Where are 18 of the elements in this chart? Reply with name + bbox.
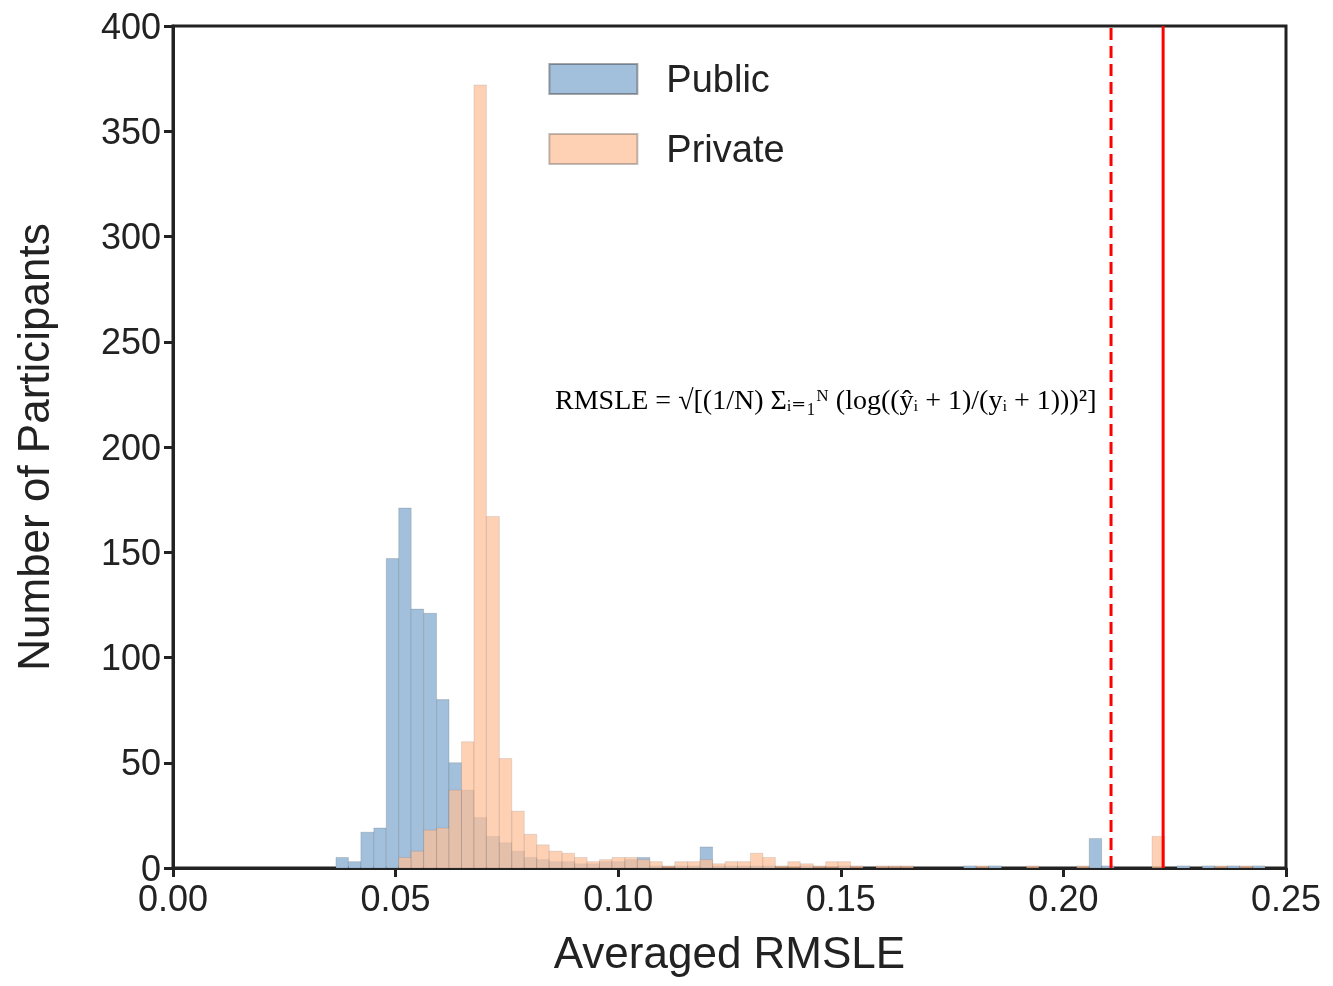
legend-label: Public	[666, 58, 770, 100]
legend-label: Private	[666, 128, 785, 170]
y-tick-label: 400	[100, 5, 161, 47]
y-axis-title: Number of Participants	[8, 223, 58, 671]
x-tick-label: 0.10	[583, 877, 654, 919]
y-tick-label: 300	[100, 216, 161, 257]
y-tick-label: 150	[100, 531, 161, 573]
x-tick-label: 0.20	[1028, 877, 1099, 919]
x-tick-label: 0.05	[360, 877, 431, 919]
y-tick-label: 50	[120, 742, 161, 784]
x-tick-label: 0.15	[805, 877, 876, 919]
y-tick-label: 350	[100, 110, 161, 152]
y-tick-label: 250	[100, 321, 161, 363]
annotation: RMSLE = √[(1/N) Σᵢ₌₁ᴺ (log((ŷᵢ + 1)/(yᵢ + 1)))²]	[555, 383, 1097, 415]
x-tick-label: 0.25	[1250, 877, 1322, 919]
y-tick-label: 100	[100, 637, 161, 678]
x-axis-title: Averaged RMSLE	[553, 927, 906, 977]
y-tick-label: 200	[100, 426, 161, 468]
